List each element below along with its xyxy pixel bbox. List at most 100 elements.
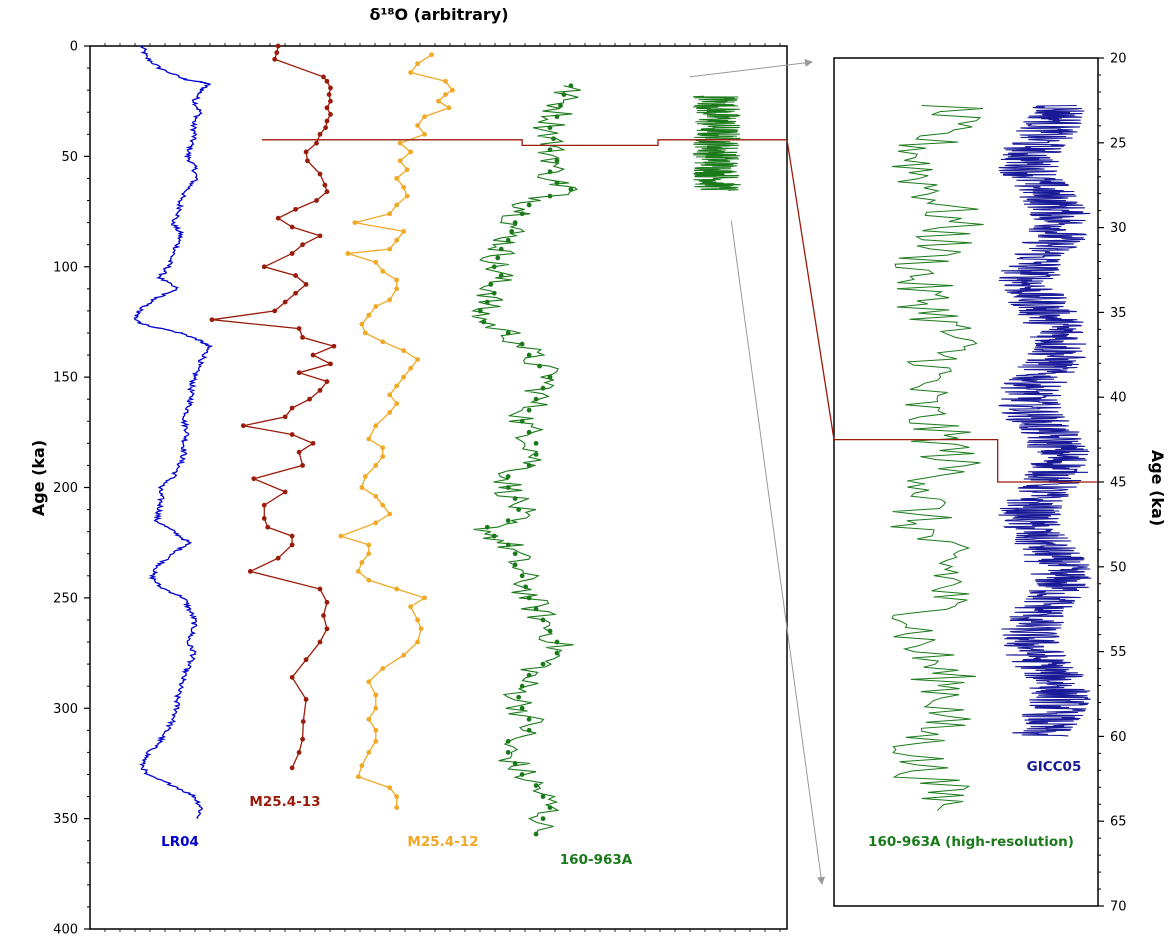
data-point — [512, 562, 518, 568]
data-point — [394, 237, 400, 243]
data-point — [317, 639, 323, 645]
data-point — [415, 123, 420, 128]
data-point — [289, 674, 295, 680]
data-point — [373, 423, 379, 429]
data-point — [422, 595, 427, 601]
inset-y-tick-label: 70 — [1110, 900, 1127, 915]
data-point — [387, 297, 393, 303]
data-point — [418, 626, 424, 632]
data-point — [303, 282, 309, 287]
data-point — [488, 282, 494, 287]
series-line — [692, 95, 742, 191]
zoom-arrow-top — [689, 58, 813, 78]
data-point — [526, 672, 532, 678]
data-point — [505, 330, 511, 336]
data-point — [387, 511, 393, 517]
data-point — [261, 516, 267, 521]
data-point — [401, 374, 407, 380]
series-label-gicc05: GICC05 — [1027, 759, 1082, 775]
series-line — [133, 45, 214, 820]
data-point — [394, 805, 400, 810]
data-point — [317, 131, 323, 137]
data-point — [547, 125, 553, 131]
data-point — [523, 584, 529, 590]
data-point — [551, 136, 556, 142]
data-point — [401, 184, 407, 190]
data-point — [547, 805, 553, 810]
data-point — [359, 321, 365, 327]
data-point — [519, 683, 525, 689]
data-point — [526, 407, 532, 413]
data-point — [261, 264, 267, 270]
data-point — [362, 474, 368, 479]
data-point — [373, 463, 379, 468]
data-point — [310, 352, 316, 358]
series-label-lr04: LR04 — [161, 834, 199, 850]
data-point — [519, 418, 525, 424]
data-point — [380, 445, 386, 451]
data-point — [387, 246, 393, 252]
data-point — [568, 187, 574, 192]
data-point — [324, 626, 330, 632]
data-point — [394, 401, 400, 407]
data-point — [289, 765, 295, 771]
data-point — [505, 474, 511, 479]
data-point — [415, 61, 420, 67]
data-point — [516, 507, 522, 512]
data-point — [317, 387, 323, 393]
data-point — [554, 650, 560, 656]
data-point — [380, 268, 386, 274]
data-point — [289, 251, 295, 256]
data-point — [404, 193, 410, 199]
inset-y-tick-label: 40 — [1110, 391, 1127, 406]
data-point — [373, 493, 379, 499]
data-point — [394, 586, 400, 592]
data-point — [366, 436, 372, 442]
data-point — [408, 70, 414, 75]
inset-y-tick-label: 45 — [1110, 476, 1127, 491]
main-y-axis: 0 50 100 150 200 250 300 350 400 — [53, 40, 90, 938]
data-point — [359, 763, 365, 769]
data-point — [526, 429, 532, 435]
data-point — [443, 92, 448, 97]
data-point — [324, 118, 330, 124]
data-point — [380, 339, 386, 345]
inset-y-tick-label: 30 — [1110, 221, 1127, 236]
data-point — [540, 794, 546, 799]
data-point — [265, 524, 271, 530]
data-point — [526, 463, 532, 468]
main-x-axis-ticks — [104, 43, 781, 932]
data-point — [415, 617, 420, 623]
data-point — [289, 405, 295, 411]
series-m25-4-12 — [338, 52, 455, 810]
y-tick-label: 350 — [53, 812, 78, 827]
data-point — [275, 43, 281, 49]
data-point — [512, 761, 518, 766]
data-point — [533, 451, 539, 457]
data-point — [547, 628, 553, 634]
data-point — [373, 738, 379, 744]
data-point — [303, 697, 309, 702]
data-point — [305, 158, 310, 164]
data-point — [328, 112, 333, 117]
data-point — [328, 85, 333, 91]
data-point — [380, 454, 386, 459]
data-point — [289, 432, 295, 437]
data-point — [300, 334, 305, 340]
data-point — [296, 750, 302, 755]
data-point — [324, 105, 330, 111]
data-point — [505, 518, 511, 524]
series-line — [890, 105, 984, 812]
data-point — [498, 246, 504, 252]
y-tick-label: 150 — [53, 371, 78, 386]
data-point — [519, 341, 525, 347]
data-point — [509, 229, 515, 234]
data-point — [526, 352, 532, 358]
y-tick-label: 300 — [53, 702, 78, 717]
data-point — [345, 251, 351, 256]
data-point — [293, 290, 299, 296]
data-point — [540, 385, 546, 391]
data-point — [300, 719, 306, 724]
data-point — [533, 783, 539, 788]
data-point — [282, 414, 288, 420]
